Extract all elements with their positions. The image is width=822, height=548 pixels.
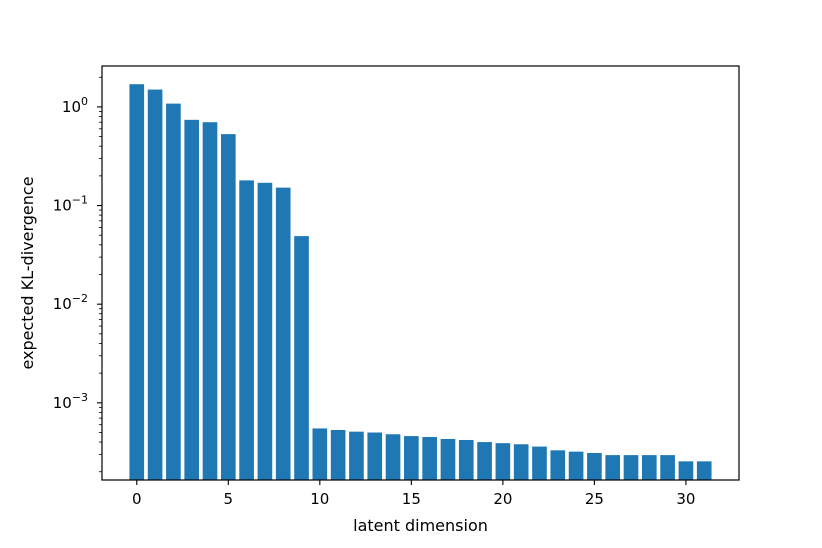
x-tick-label: 15: [402, 490, 421, 508]
bar-dim-16: [422, 437, 437, 480]
bar-dim-6: [239, 180, 254, 480]
y-tick-label: 100: [62, 95, 88, 116]
bar-dim-30: [678, 461, 694, 480]
bar-dim-2: [166, 103, 181, 480]
bar-dim-17: [440, 438, 456, 480]
bar-dim-0: [129, 84, 145, 481]
bar-dim-20: [495, 443, 511, 480]
bar-dim-22: [532, 446, 547, 480]
y-tick-label: 10−1: [53, 194, 88, 215]
x-tick-label: 10: [310, 490, 329, 508]
plot-frame: [101, 65, 740, 481]
bar-dim-19: [477, 442, 492, 480]
y-ticks-group: 100 10−1 10−2 10−3: [53, 76, 102, 473]
bar-dim-12: [349, 431, 364, 480]
bar-dim-23: [550, 450, 566, 480]
bar-dim-4: [202, 122, 218, 480]
bar-dim-8: [275, 187, 291, 480]
x-tick-label: 30: [676, 490, 695, 508]
bar-dim-21: [513, 444, 529, 480]
bars-group: [129, 84, 712, 481]
bar-dim-14: [385, 434, 401, 480]
bar-dim-3: [184, 119, 200, 480]
bar-dim-31: [696, 461, 712, 480]
bar-dim-29: [660, 455, 675, 480]
y-tick-label: 10−3: [53, 391, 88, 412]
bar-dim-26: [605, 455, 621, 480]
bar-dim-25: [587, 452, 602, 480]
bar-dim-11: [330, 430, 346, 480]
bar-dim-18: [458, 439, 474, 480]
bar-dim-27: [623, 455, 639, 480]
bar-dim-24: [568, 451, 584, 480]
bar-dim-9: [294, 236, 309, 480]
x-tick-label: 0: [132, 490, 142, 508]
x-axis-label: latent dimension: [353, 516, 488, 535]
x-ticks-group: 0 5 10 15 20 25 30: [132, 480, 695, 508]
bar-dim-15: [404, 436, 419, 480]
x-tick-label: 25: [585, 490, 604, 508]
bar-dim-5: [220, 134, 236, 480]
bar-dim-13: [367, 432, 383, 480]
bar-dim-7: [257, 182, 273, 480]
bar-dim-28: [641, 455, 657, 480]
y-axis-label: expected KL-divergence: [18, 176, 37, 369]
x-tick-label: 20: [493, 490, 512, 508]
y-tick-label: 10−2: [53, 292, 88, 313]
x-tick-label: 5: [224, 490, 234, 508]
bar-dim-1: [147, 89, 163, 480]
bar-dim-10: [312, 428, 328, 480]
